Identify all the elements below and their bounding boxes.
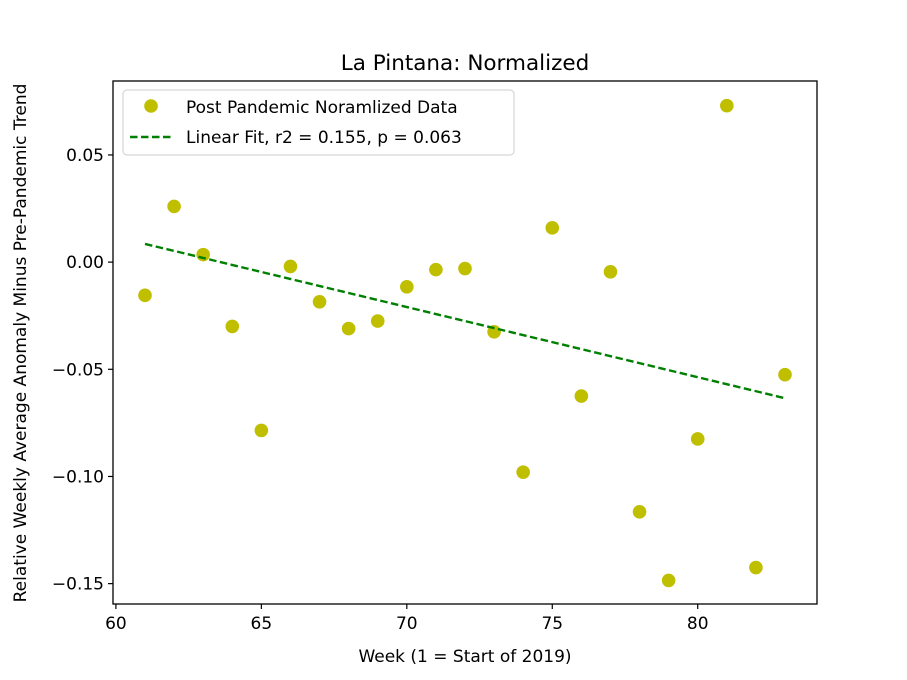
legend-label-fit: Linear Fit, r2 = 0.155, p = 0.063	[186, 128, 462, 148]
x-axis-label: Week (1 = Start of 2019)	[358, 647, 571, 667]
plot-marks	[138, 98, 792, 588]
data-point	[632, 505, 647, 519]
data-point	[545, 221, 560, 235]
y-axis-ticks: 0.05 0.00 −0.05 −0.10 −0.15	[52, 146, 113, 595]
data-point	[516, 465, 530, 479]
data-point	[603, 264, 618, 279]
data-point	[749, 560, 763, 575]
data-point	[720, 98, 734, 113]
data-point	[312, 294, 327, 309]
data-point	[778, 367, 792, 382]
x-tick-label: 75	[541, 614, 563, 634]
y-tick-label: 0.05	[66, 146, 104, 166]
data-point	[283, 259, 298, 274]
data-point	[196, 247, 210, 262]
data-point	[661, 573, 676, 588]
data-point	[370, 314, 385, 328]
x-axis-ticks: 60 65 70 75 80	[105, 604, 709, 634]
data-point	[167, 199, 181, 214]
data-point	[400, 279, 414, 294]
x-tick-label: 60	[105, 614, 127, 634]
data-point	[138, 288, 152, 303]
data-point	[690, 432, 705, 446]
x-tick-label: 70	[396, 614, 418, 634]
x-tick-label: 80	[687, 614, 709, 634]
x-tick-label: 65	[251, 614, 273, 634]
data-point	[574, 389, 589, 403]
data-point	[254, 423, 269, 438]
plot-frame	[112, 80, 818, 605]
legend-label-data: Post Pandemic Noramlized Data	[186, 98, 458, 118]
data-point	[458, 261, 472, 276]
y-axis-label: Relative Weekly Average Anomaly Minus Pr…	[11, 84, 31, 603]
y-tick-label: −0.05	[52, 360, 104, 380]
data-point	[341, 321, 356, 336]
legend-box	[122, 89, 515, 156]
y-tick-label: −0.10	[52, 467, 104, 487]
y-tick-label: 0.00	[66, 253, 104, 273]
y-tick-label: −0.15	[52, 575, 104, 595]
legend-scatter-marker	[144, 99, 158, 113]
legend: Post Pandemic Noramlized Data Linear Fit…	[122, 89, 515, 156]
chart-title: La Pintana: Normalized	[341, 51, 590, 76]
data-point	[429, 262, 443, 277]
data-point	[225, 319, 240, 334]
